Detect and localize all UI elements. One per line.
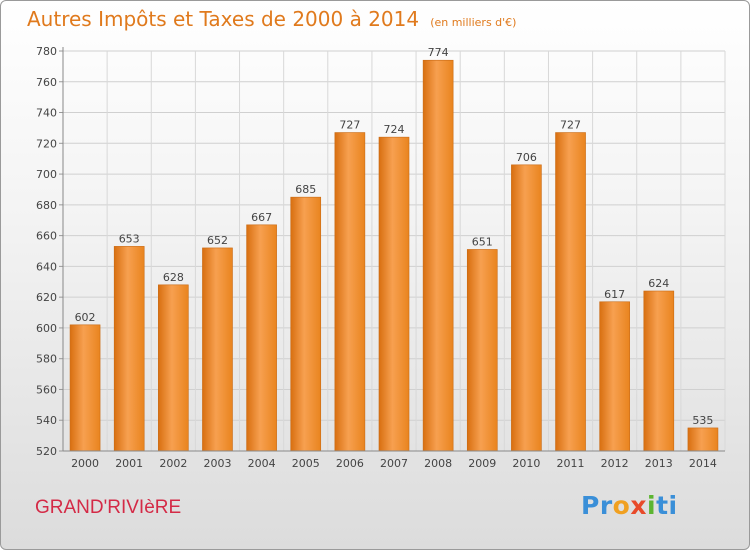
bar xyxy=(466,249,498,452)
data-label: 706 xyxy=(516,151,537,164)
data-label: 774 xyxy=(428,46,449,59)
data-label: 535 xyxy=(692,414,713,427)
data-label: 652 xyxy=(207,234,228,247)
data-label: 653 xyxy=(119,232,140,245)
bar xyxy=(69,324,101,452)
axes xyxy=(62,47,725,452)
y-axis-ticks: 520 540 560 580 600 620 640 660 680 700 720 740 760 7… xyxy=(36,45,63,458)
x-axis-ticks: 2000 2001 2002 2003 2004 2005 2006 2007 2008 2009… xyxy=(71,457,717,470)
data-label: 624 xyxy=(648,277,669,290)
x-tick-label: 2003 xyxy=(203,457,231,470)
bar xyxy=(422,59,454,452)
bar xyxy=(290,196,322,452)
data-label: 651 xyxy=(472,235,493,248)
data-label: 727 xyxy=(339,119,360,132)
x-tick-label: 2006 xyxy=(336,457,364,470)
x-tick-label: 2010 xyxy=(512,457,540,470)
y-tick-label: 600 xyxy=(36,322,57,335)
bar xyxy=(246,224,277,452)
y-tick-label: 700 xyxy=(36,168,57,181)
title-row: Autres Impôts et Taxes de 2000 à 2014 (e… xyxy=(27,7,516,31)
bar xyxy=(113,246,145,452)
bar xyxy=(158,284,189,452)
proxiti-logo[interactable]: Proxiti xyxy=(581,491,678,520)
data-label: 667 xyxy=(251,211,272,224)
y-tick-label: 520 xyxy=(36,445,57,458)
city-name: GRAND'RIVIèRE xyxy=(35,497,182,518)
data-label: 727 xyxy=(560,119,581,132)
y-tick-label: 740 xyxy=(36,107,57,120)
logo-part: x xyxy=(630,491,647,520)
data-label: 685 xyxy=(295,183,316,196)
data-label: 602 xyxy=(75,311,96,324)
x-tick-label: 2001 xyxy=(115,457,143,470)
y-tick-label: 560 xyxy=(36,383,57,396)
x-tick-label: 2007 xyxy=(380,457,408,470)
x-tick-label: 2005 xyxy=(292,457,320,470)
data-label: 628 xyxy=(163,271,184,284)
logo-part: ti xyxy=(656,491,678,520)
bar xyxy=(202,247,233,452)
data-label: 617 xyxy=(604,288,625,301)
x-tick-label: 2004 xyxy=(248,457,276,470)
chart-subtitle: (en milliers d'€) xyxy=(430,16,517,29)
chart-title: Autres Impôts et Taxes de 2000 à 2014 xyxy=(27,7,420,31)
y-tick-label: 780 xyxy=(36,45,57,58)
x-tick-label: 2009 xyxy=(468,457,496,470)
y-tick-label: 640 xyxy=(36,260,57,273)
x-tick-label: 2008 xyxy=(424,457,452,470)
data-label: 724 xyxy=(384,123,405,136)
y-tick-label: 680 xyxy=(36,199,57,212)
bars: 602 653 628 652 667 685 727 724 774 651 706 727 617 6… xyxy=(69,46,719,452)
x-tick-label: 2014 xyxy=(689,457,717,470)
x-tick-label: 2012 xyxy=(601,457,629,470)
logo-part: i xyxy=(646,491,657,520)
x-tick-label: 2013 xyxy=(645,457,673,470)
bar xyxy=(378,136,410,452)
bar xyxy=(599,301,630,452)
y-tick-label: 760 xyxy=(36,76,57,89)
y-tick-label: 720 xyxy=(36,137,57,150)
bar xyxy=(334,132,366,452)
bar xyxy=(687,427,719,452)
y-tick-label: 540 xyxy=(36,414,57,427)
bar xyxy=(511,164,542,452)
x-tick-label: 2000 xyxy=(71,457,99,470)
bar xyxy=(643,290,675,452)
logo-part: o xyxy=(612,491,631,520)
x-tick-label: 2011 xyxy=(557,457,585,470)
y-tick-label: 620 xyxy=(36,291,57,304)
y-tick-label: 580 xyxy=(36,353,57,366)
bar xyxy=(555,132,586,452)
logo-part: Pr xyxy=(581,491,613,520)
y-tick-label: 660 xyxy=(36,230,57,243)
x-tick-label: 2002 xyxy=(159,457,187,470)
